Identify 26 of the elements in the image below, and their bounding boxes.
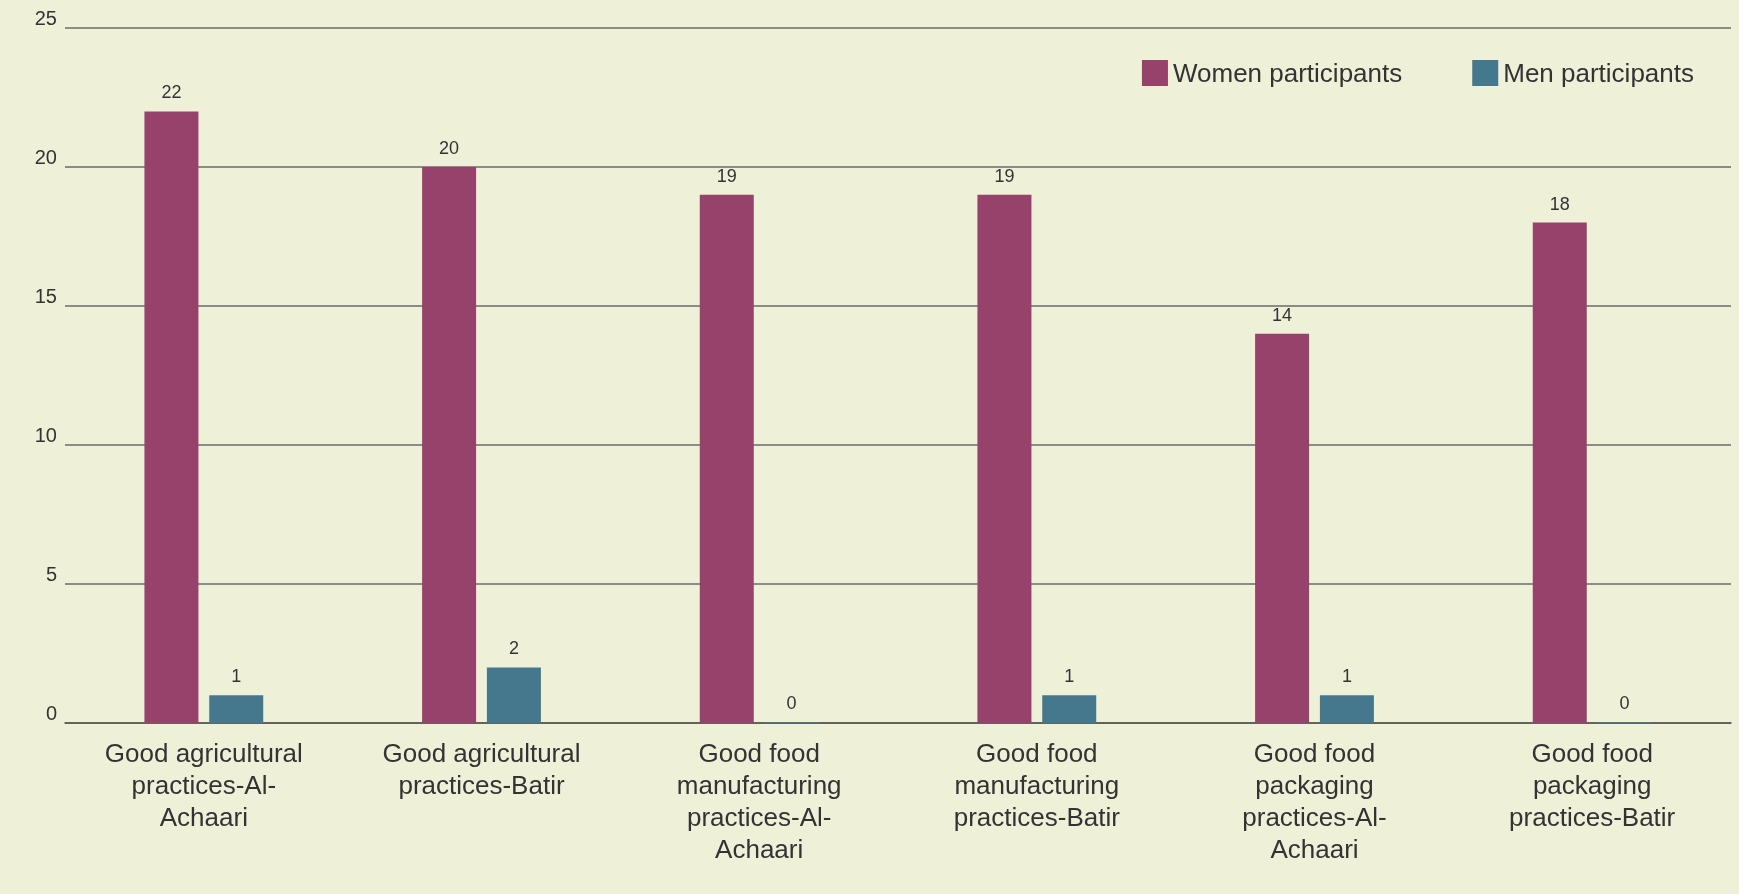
y-tick-label: 15 [34, 285, 57, 307]
y-tick-label: 25 [34, 7, 57, 29]
data-label: 0 [1619, 693, 1630, 713]
legend-label: Men participants [1503, 58, 1695, 88]
x-tick-label: Good food packaging practices-Al-Achaari [1242, 738, 1387, 864]
x-tick-label: Good food manufacturing practices-Batir [953, 738, 1121, 832]
y-tick-label: 0 [45, 702, 57, 724]
data-label: 0 [786, 693, 797, 713]
data-label: 1 [1341, 666, 1352, 687]
data-label: 18 [1549, 193, 1570, 214]
y-tick-label: 20 [34, 146, 57, 168]
y-tick-label: 10 [34, 424, 57, 446]
legend-label: Women participants [1172, 58, 1403, 88]
data-label: 20 [439, 138, 460, 158]
data-label: 2 [508, 638, 519, 659]
data-label: 1 [231, 666, 242, 687]
data-label: 14 [1272, 304, 1293, 325]
x-tick-label: Good agricultural practices-Batir [382, 738, 581, 800]
x-tick-label: Good food packaging practices-Batir [1509, 738, 1676, 832]
data-label: 19 [716, 165, 737, 186]
data-label: 22 [161, 82, 182, 103]
x-tick-label: Good food manufacturing practices-Al-Achaari [676, 738, 842, 864]
y-tick-label: 5 [45, 563, 57, 585]
x-tick-label: Good agricultural practices-Al-Achaari [104, 738, 303, 832]
data-label: 1 [1064, 666, 1075, 687]
data-label: 19 [994, 165, 1015, 186]
